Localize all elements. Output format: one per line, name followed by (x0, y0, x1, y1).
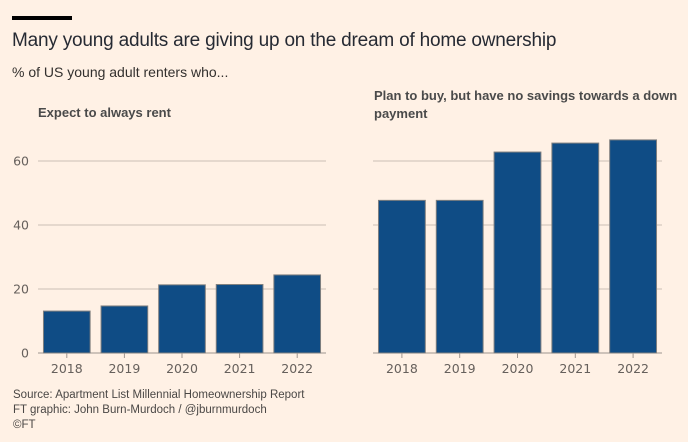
copyright-note: ©FT (13, 419, 36, 431)
bar-2018 (377, 199, 426, 354)
bar-2021 (551, 142, 600, 354)
bar-2019 (100, 305, 149, 354)
y-tick-label: 0 (21, 346, 29, 361)
bar-2018 (42, 310, 91, 354)
bar-2022 (273, 274, 322, 354)
x-tick-label: 2022 (617, 361, 649, 376)
panel-title-always-rent: Expect to always rent (38, 105, 171, 120)
y-tick-label: 60 (13, 154, 29, 169)
panel-title-no-savings: Plan to buy, but have no savings towards… (374, 88, 678, 121)
bar-2021 (215, 284, 264, 354)
x-tick-label: 2021 (224, 361, 256, 376)
x-tick-label: 2019 (108, 361, 140, 376)
y-tick-label: 40 (13, 218, 29, 233)
x-tick-label: 2019 (444, 361, 476, 376)
ft-accent-bar (12, 16, 72, 20)
x-tick-label: 2018 (386, 361, 418, 376)
bar-2019 (435, 199, 484, 354)
x-tick-label: 2018 (51, 361, 83, 376)
footer: Source: Apartment List Millennial Homeow… (13, 388, 304, 433)
source-note: Source: Apartment List Millennial Homeow… (13, 389, 305, 401)
credit-note: FT graphic: John Burn-Murdoch / @jburnmu… (13, 404, 267, 416)
x-tick-label: 2020 (166, 361, 198, 376)
bar-2020 (158, 284, 206, 354)
y-tick-label: 20 (13, 282, 29, 297)
x-tick-label: 2020 (502, 361, 534, 376)
x-tick-label: 2021 (559, 361, 591, 376)
chart-title: Many young adults are giving up on the d… (12, 30, 557, 51)
bar-2022 (609, 139, 658, 354)
x-tick-label: 2022 (281, 361, 313, 376)
chart-subtitle: % of US young adult renters who... (12, 64, 229, 80)
bar-2020 (493, 151, 542, 354)
